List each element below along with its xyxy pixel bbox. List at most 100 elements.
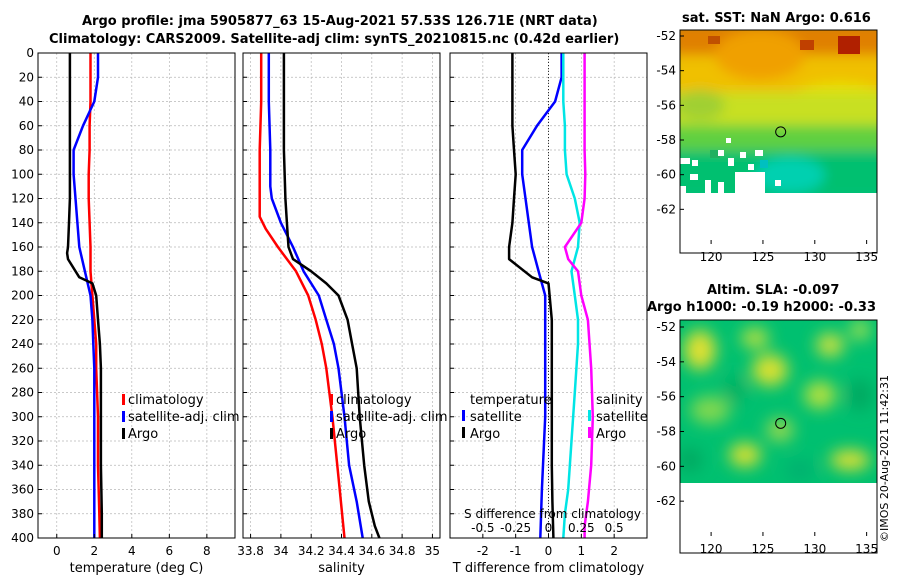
legend-marker bbox=[462, 427, 465, 438]
map-x-tick-label: 135 bbox=[855, 250, 878, 264]
x-tick-label: 34 bbox=[273, 544, 288, 558]
s-axis-label: S difference from climatology bbox=[464, 507, 641, 521]
series-satellite-adj-clim bbox=[72, 53, 100, 538]
sla-map bbox=[680, 320, 877, 483]
y-tick-label: 60 bbox=[19, 119, 34, 133]
sla-map-title-line2: Argo h1000: -0.19 h2000: -0.33 bbox=[647, 300, 877, 315]
legend-label: Argo bbox=[336, 427, 366, 442]
series-temperature-satellite bbox=[520, 53, 563, 539]
y-tick-label: 40 bbox=[19, 95, 34, 109]
y-tick-label: 80 bbox=[19, 143, 34, 157]
legend-title-temperature: temperature bbox=[470, 393, 552, 408]
x-tick-label: 35 bbox=[425, 544, 440, 558]
x-tick-label: 0 bbox=[53, 544, 61, 558]
sst-map bbox=[680, 30, 877, 193]
legend-label: Argo bbox=[128, 427, 158, 442]
s-tick-label: -0.25 bbox=[500, 521, 531, 535]
difference-panel: -2 -1 0 1 2 T difference from climatology temp… bbox=[449, 52, 648, 576]
series-argo bbox=[282, 53, 381, 539]
x-tick-label: 8 bbox=[203, 544, 211, 558]
x-tick-label: 0 bbox=[545, 544, 553, 558]
y-tick-label: 340 bbox=[11, 458, 34, 472]
x-tick-label: 2 bbox=[610, 544, 618, 558]
x-tick-label: 2 bbox=[90, 544, 98, 558]
map-y-tick-label: -54 bbox=[656, 64, 676, 78]
series-argo bbox=[65, 53, 104, 538]
s-tick-label: 0 bbox=[545, 521, 553, 535]
sst-map-title: sat. SST: NaN Argo: 0.616 bbox=[682, 11, 871, 26]
legend-label: satellite-adj. clim bbox=[128, 410, 240, 425]
y-tick-label: 260 bbox=[11, 361, 34, 375]
series-temperature-argo bbox=[507, 53, 555, 539]
sst-argo-marker bbox=[775, 126, 787, 138]
sst-map-nodata bbox=[680, 193, 877, 253]
legend-label: Argo bbox=[470, 427, 500, 442]
legend-marker bbox=[330, 394, 333, 405]
y-tick-label: 20 bbox=[19, 70, 34, 84]
sla-map-frame bbox=[679, 319, 878, 554]
map-x-tick-label: 125 bbox=[751, 250, 774, 264]
legend-marker bbox=[330, 411, 333, 422]
map-y-tick-label: -56 bbox=[656, 98, 676, 112]
legend-marker bbox=[122, 411, 125, 422]
y-tick-label: 180 bbox=[11, 264, 34, 278]
legend-label: climatology bbox=[128, 393, 204, 408]
legend-marker bbox=[122, 394, 125, 405]
map-y-tick-label: -54 bbox=[656, 355, 676, 369]
map-y-tick-label: -58 bbox=[656, 425, 676, 439]
sst-map-hotspots bbox=[708, 36, 860, 168]
y-tick-label: 280 bbox=[11, 386, 34, 400]
x-tick-label: -2 bbox=[477, 544, 489, 558]
sla-map-nodata bbox=[680, 483, 877, 553]
series-satellite-adj-clim bbox=[267, 53, 364, 539]
x-tick-label: 6 bbox=[166, 544, 174, 558]
y-tick-label: 120 bbox=[11, 192, 34, 206]
y-tick-label: 100 bbox=[11, 167, 34, 181]
map-x-tick-label: 120 bbox=[700, 542, 723, 556]
map-x-tick-label: 130 bbox=[803, 542, 826, 556]
map-y-tick-label: -52 bbox=[656, 320, 676, 334]
x-tick-label: 34.2 bbox=[298, 544, 325, 558]
sla-map-title-line1: Altim. SLA: -0.097 bbox=[707, 283, 840, 298]
legend-label: satellite bbox=[470, 410, 522, 425]
sst-map-frame bbox=[679, 29, 878, 254]
y-tick-label: 140 bbox=[11, 216, 34, 230]
legend-title-salinity: salinity bbox=[596, 393, 643, 408]
map-y-tick-label: -62 bbox=[656, 202, 676, 216]
title-line1: Argo profile: jma 5905877_63 15-Aug-2021… bbox=[82, 14, 598, 29]
y-tick-label: 220 bbox=[11, 313, 34, 327]
map-y-tick-label: -56 bbox=[656, 390, 676, 404]
map-y-tick-label: -60 bbox=[656, 459, 676, 473]
sla-argo-marker bbox=[775, 417, 787, 429]
sst-map-gaps bbox=[680, 138, 781, 193]
salinity-panel: 33.8 34 34.2 34.4 34.6 34.8 35 salinity climatol… bbox=[237, 52, 448, 576]
legend-marker bbox=[588, 410, 591, 421]
x-tick-label: 34.6 bbox=[358, 544, 385, 558]
legend-label: climatology bbox=[336, 393, 412, 408]
x-tick-label: 33.8 bbox=[237, 544, 264, 558]
legend-label: Argo bbox=[596, 427, 626, 442]
y-tick-label: 380 bbox=[11, 507, 34, 521]
series-climatology bbox=[258, 53, 346, 539]
series-salinity-satellite bbox=[562, 53, 581, 539]
legend-marker bbox=[462, 410, 465, 421]
y-tick-label: 400 bbox=[11, 531, 34, 545]
sla-map-field bbox=[680, 320, 872, 480]
map-x-tick-label: 135 bbox=[855, 542, 878, 556]
x-axis-label: T difference from climatology bbox=[452, 561, 645, 576]
y-tick-label: 0 bbox=[26, 46, 34, 60]
map-y-tick-label: -60 bbox=[656, 168, 676, 182]
map-y-tick-label: -62 bbox=[656, 494, 676, 508]
map-x-tick-label: 125 bbox=[751, 542, 774, 556]
y-tick-label: 300 bbox=[11, 410, 34, 424]
map-y-tick-label: -52 bbox=[656, 29, 676, 43]
s-tick-label: 0.5 bbox=[605, 521, 624, 535]
series-salinity-argo bbox=[563, 53, 595, 538]
temperature-panel: 0 2 4 6 8 temperature (deg C) 0 20 40 60 80 100 120 1… bbox=[11, 46, 240, 576]
legend-marker bbox=[122, 428, 125, 439]
x-tick-label: 4 bbox=[128, 544, 136, 558]
title-line2: Climatology: CARS2009. Satellite-adj cli… bbox=[49, 32, 620, 47]
sst-map-axes: 120 125 130 135 -52 -54 -56 -58 -60 -62 bbox=[656, 29, 878, 264]
map-y-tick-label: -58 bbox=[656, 133, 676, 147]
y-tick-label: 160 bbox=[11, 240, 34, 254]
